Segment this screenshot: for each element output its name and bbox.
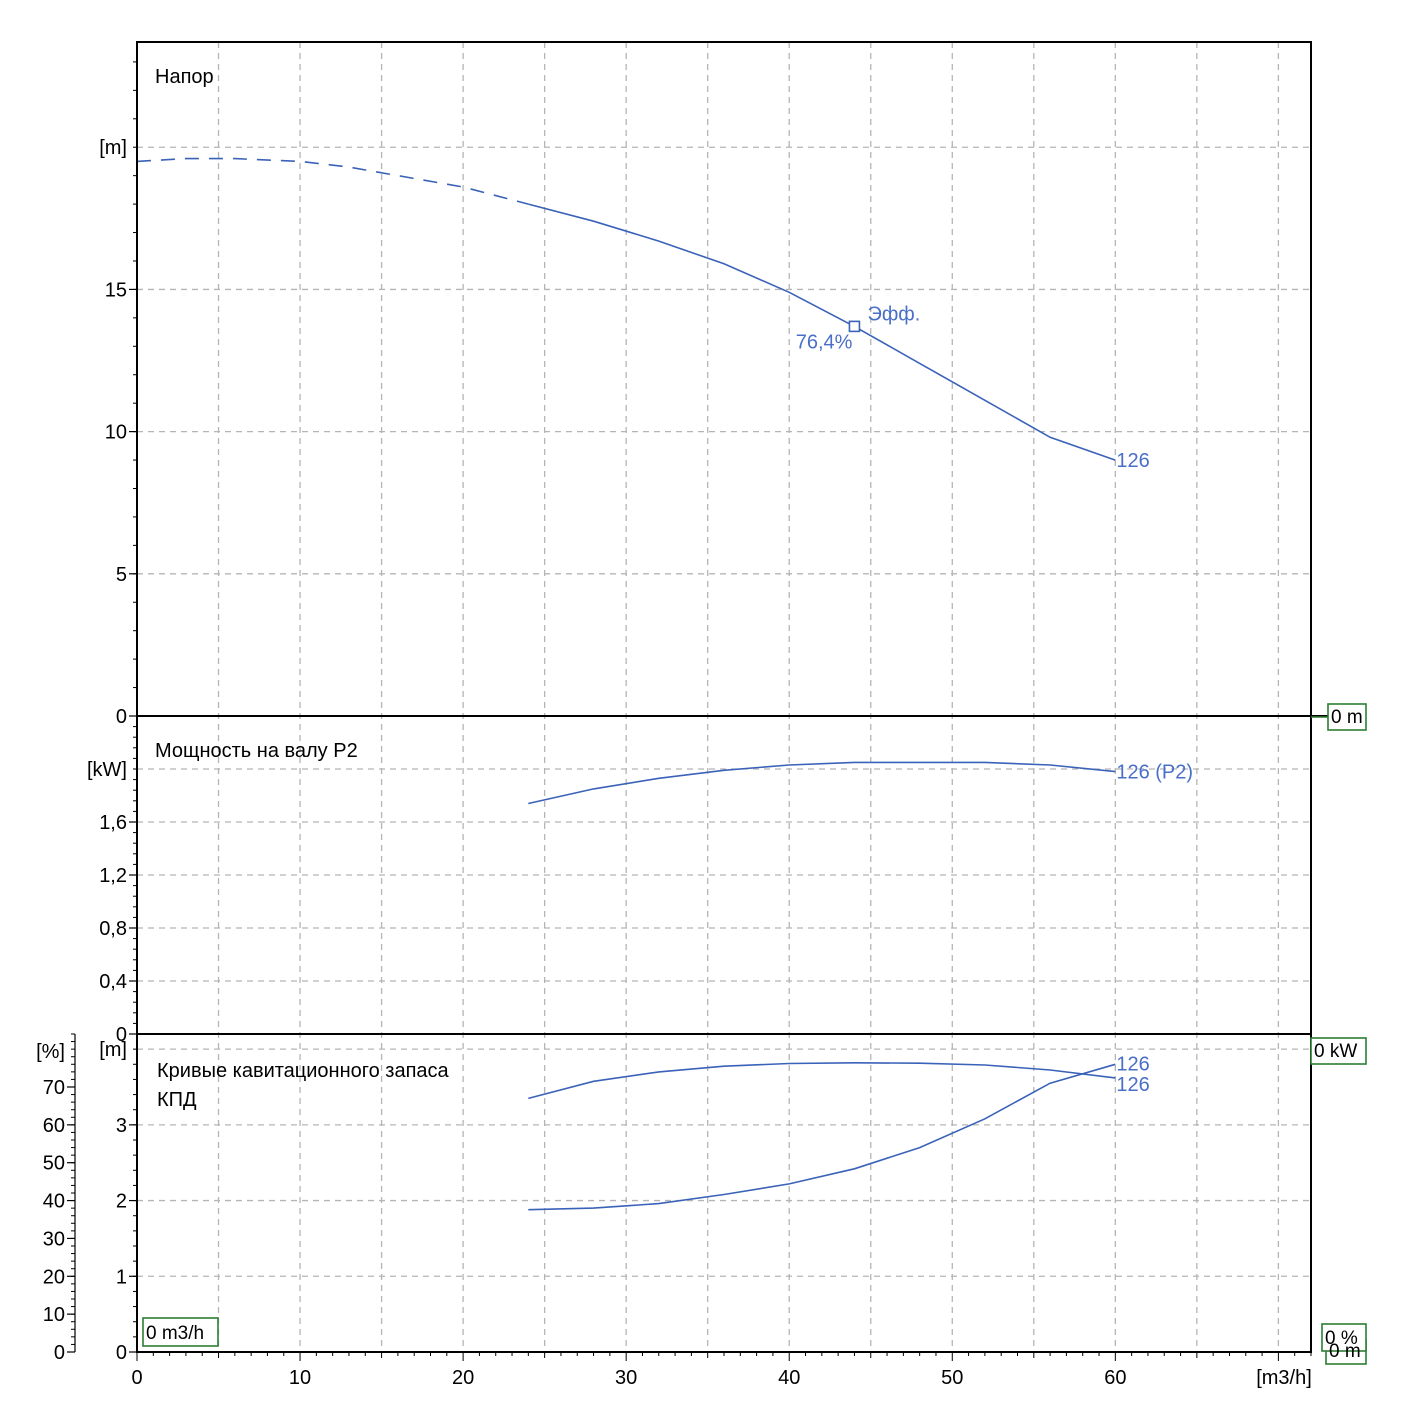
y-tick-label: 15 <box>105 279 127 301</box>
y-tick-label: 0 <box>116 1024 127 1046</box>
axis-origin-box <box>142 1317 219 1347</box>
y2-tick-label: 40 <box>43 1191 65 1213</box>
y-tick-label: 3 <box>116 1115 127 1137</box>
axis-origin-box <box>1310 1037 1367 1065</box>
npsh-curve <box>528 1063 1116 1211</box>
y-tick-label: 0,4 <box>99 971 127 993</box>
y-tick-label: 10 <box>105 422 127 444</box>
y2-tick-label: 70 <box>43 1077 65 1099</box>
series-end-label: 126 <box>1116 1053 1149 1075</box>
y2-tick-label: 50 <box>43 1153 65 1175</box>
x-tick-label: 30 <box>615 1367 637 1389</box>
power-curve <box>528 761 1116 805</box>
plot-frame <box>136 41 1312 1353</box>
y2-tick-label: 60 <box>43 1115 65 1137</box>
y2-tick-label: 30 <box>43 1228 65 1250</box>
x-tick-label: 10 <box>289 1367 311 1389</box>
x-tick-label: 0 <box>131 1367 142 1389</box>
y-unit-label: [kW] <box>87 759 127 781</box>
y-tick-label: 1 <box>116 1266 127 1288</box>
y2-tick-label: 0 <box>54 1342 65 1364</box>
curves-layer <box>136 157 1116 1211</box>
axis-origin-box-label: 0 m <box>1331 707 1363 728</box>
panel-title: Мощность на валу P2 <box>155 740 358 762</box>
head-curve-dashed <box>136 157 529 205</box>
efficiency-curve <box>528 1062 1116 1100</box>
axis-origin-box <box>1327 703 1367 731</box>
y2-unit-label: [%] <box>36 1041 65 1063</box>
axis-origin-box <box>1321 1323 1367 1352</box>
series-end-label: 126 <box>1116 450 1149 472</box>
y2-tick-label: 20 <box>43 1266 65 1288</box>
annotation-label: Эфф. <box>867 303 920 325</box>
y-unit-label: [m] <box>99 137 127 159</box>
x-tick-label: 20 <box>452 1367 474 1389</box>
axis-origin-box-label: 0 % <box>1325 1328 1358 1349</box>
x-tick-label: 60 <box>1104 1367 1126 1389</box>
y-tick-label: 5 <box>116 564 127 586</box>
annotation-value: 76,4% <box>796 331 853 353</box>
efficiency-marker <box>848 320 861 333</box>
y-tick-label: 0 <box>116 1342 127 1364</box>
x-tick-label: 50 <box>941 1367 963 1389</box>
axis-origin-box-label: 0 m <box>1329 1341 1361 1362</box>
y-tick-label: 1,6 <box>99 812 127 834</box>
axes-layer <box>67 41 1367 1365</box>
axis-origin-box-label: 0 kW <box>1314 1041 1357 1062</box>
y-tick-label: 0,8 <box>99 918 127 940</box>
panel-title-line: КПД <box>157 1089 197 1111</box>
head-curve <box>528 203 1116 461</box>
y-tick-label: 2 <box>116 1191 127 1213</box>
panel-title-line: Кривые кавитационного запаса <box>157 1060 450 1082</box>
x-unit-label: [m3/h] <box>1256 1367 1312 1389</box>
y2-tick-label: 10 <box>43 1304 65 1326</box>
grid-layer <box>137 42 1311 1352</box>
panel-title: Напор <box>155 66 214 88</box>
x-tick-label: 40 <box>778 1367 800 1389</box>
y-unit-label: [m] <box>99 1039 127 1061</box>
series-end-label: 126 (P2) <box>1116 762 1193 784</box>
axis-origin-box-label: 0 m3/h <box>146 1323 204 1344</box>
y-tick-label: 1,2 <box>99 865 127 887</box>
text-layer: 051015[m]Напор126Эфф.76,4%00,40,81,21,6[… <box>36 66 1363 1389</box>
series-end-label: 126 <box>1116 1074 1149 1096</box>
y-tick-label: 0 <box>116 706 127 728</box>
